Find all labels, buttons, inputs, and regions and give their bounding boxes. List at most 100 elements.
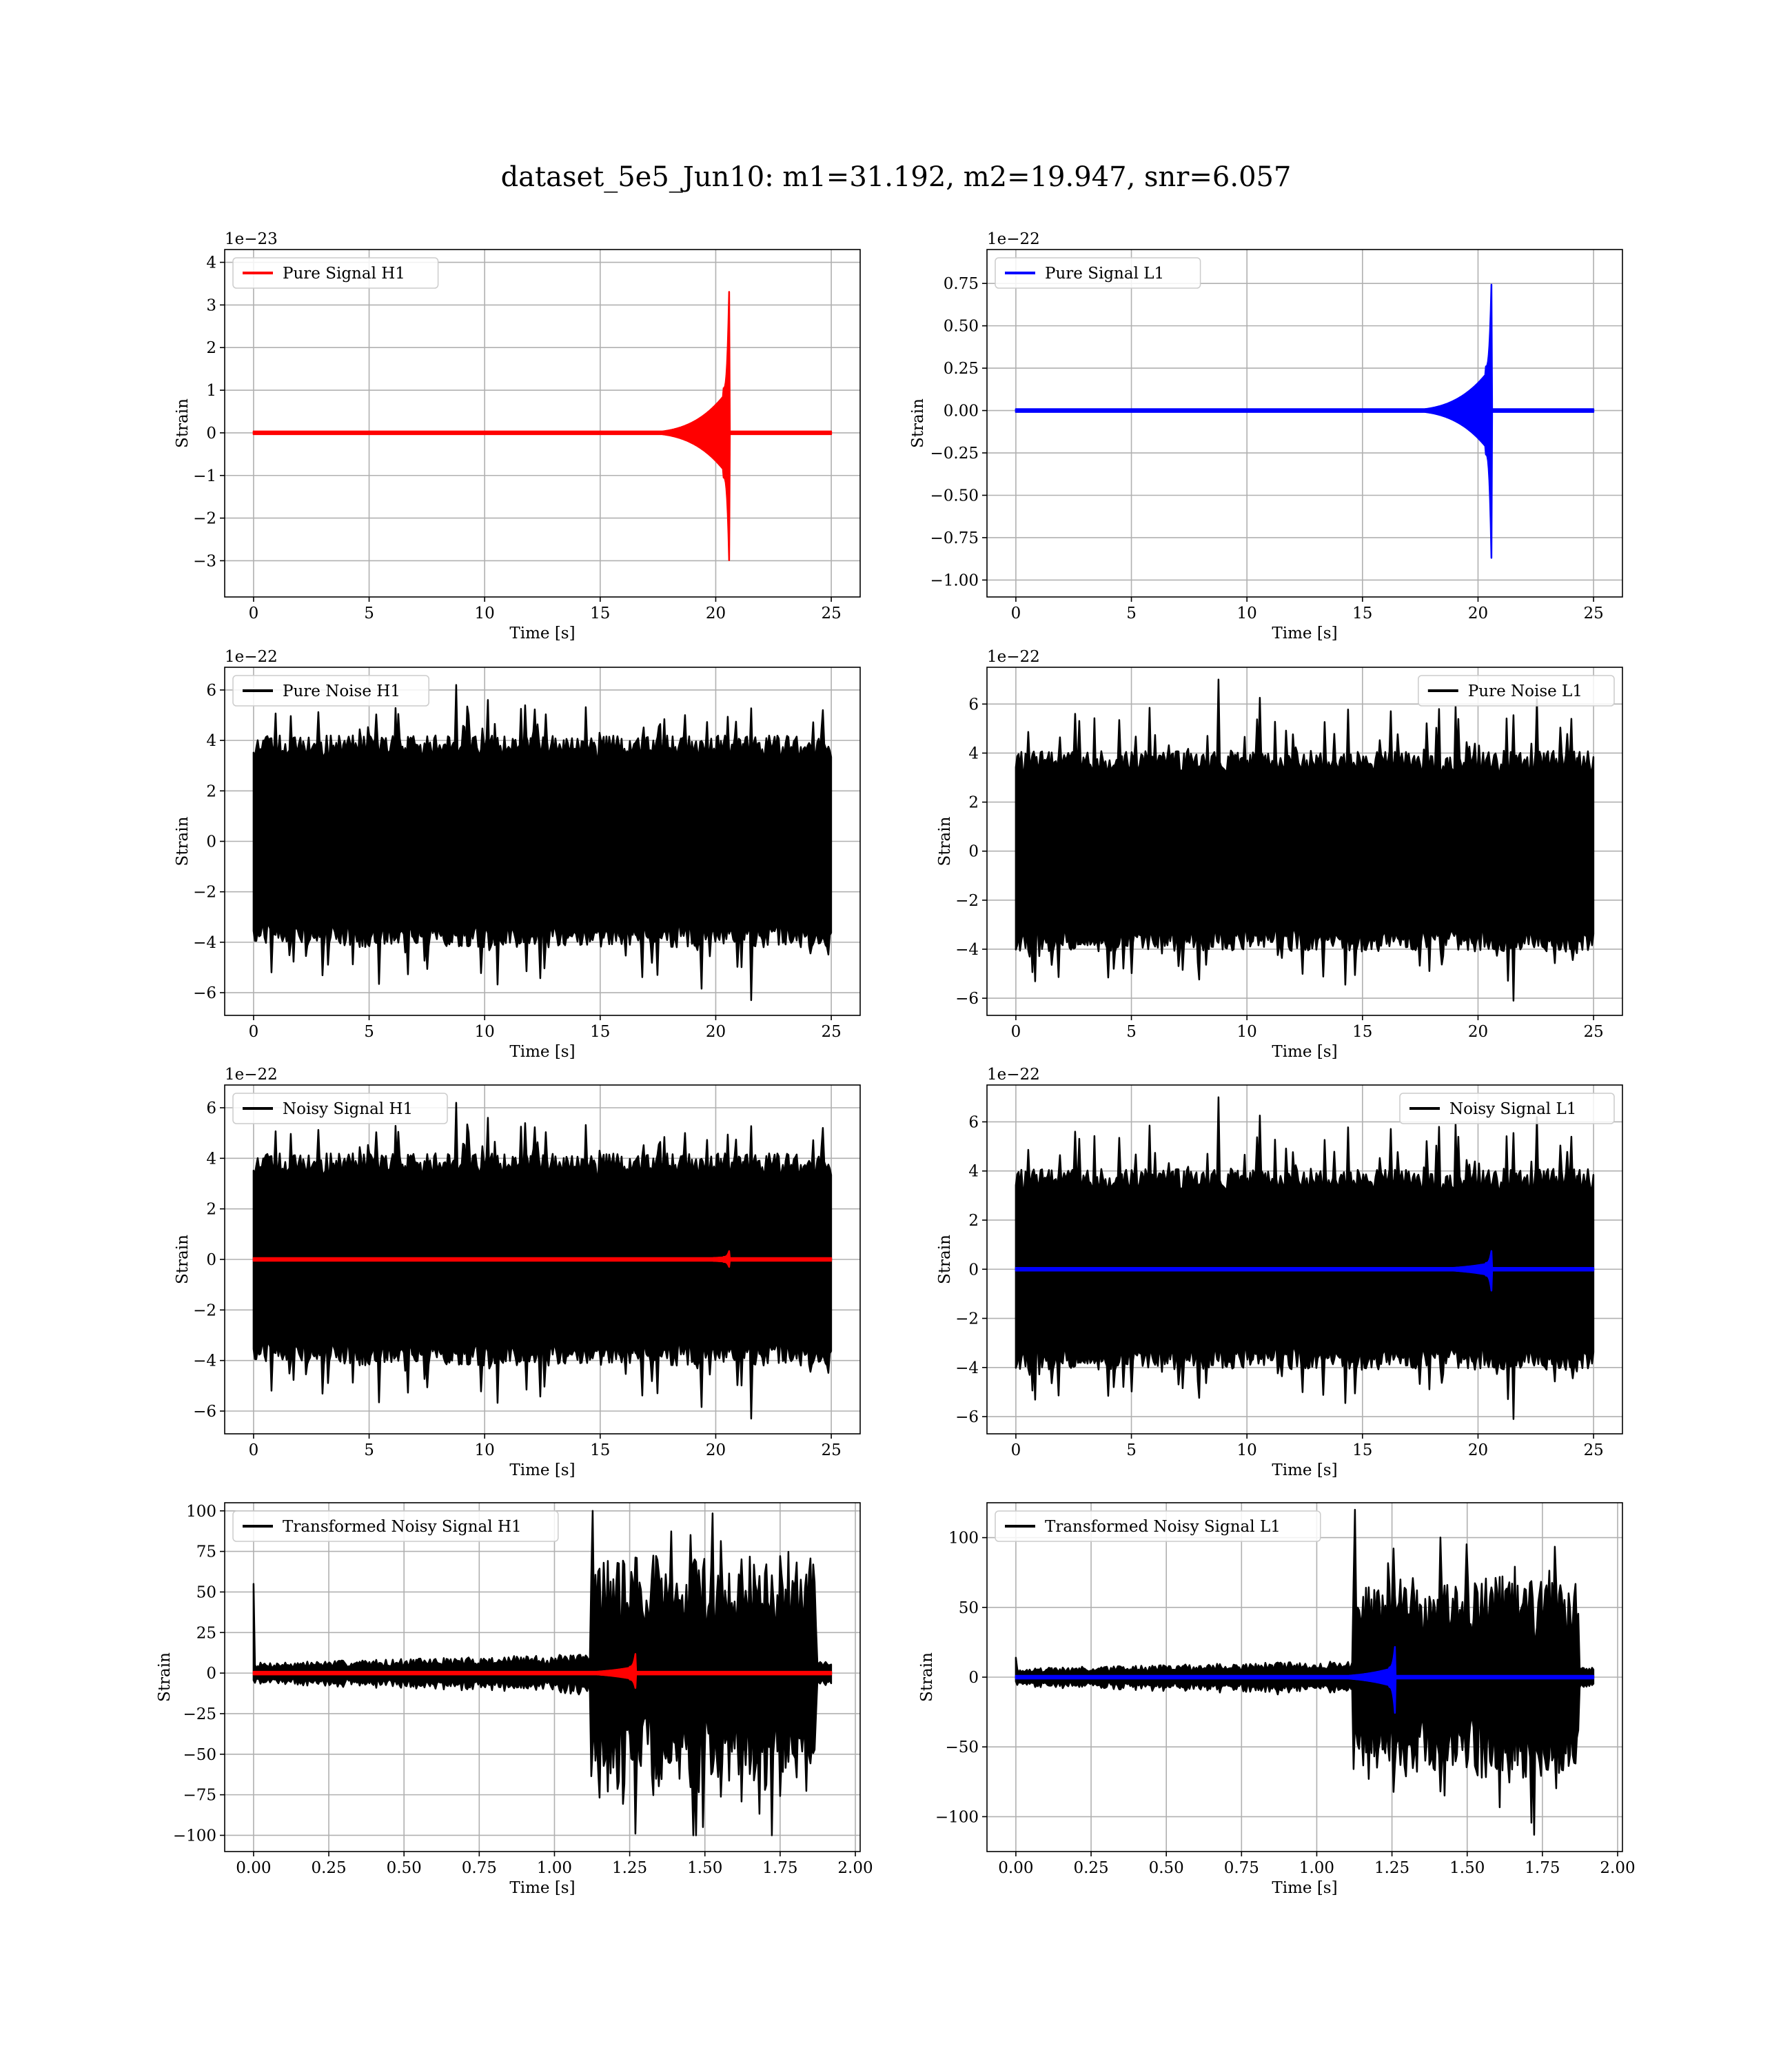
panel-noisy-signal-h1: 0 5 10 15 20 25 −6 −4 −2 0 2 4 6 Time [s] Strain 1e−22 N… xyxy=(174,1066,861,1479)
axes-frame xyxy=(986,1084,1623,1435)
x-tick-label: 10 xyxy=(1237,1441,1257,1459)
y-tick-label: 0 xyxy=(968,843,979,861)
x-tick-label: 20 xyxy=(1468,605,1488,622)
x-tick-label: 25 xyxy=(821,605,841,622)
y-tick-label: 1 xyxy=(206,382,216,400)
y-tick-label: −25 xyxy=(183,1705,216,1723)
axis-offset-text: 1e−22 xyxy=(225,648,278,666)
y-tick-label: 0 xyxy=(968,1261,979,1279)
y-tick-label: −100 xyxy=(173,1827,216,1845)
y-tick-label: 0 xyxy=(968,1669,979,1687)
y-tick-label: 2 xyxy=(206,782,216,800)
y-tick-label: 0 xyxy=(206,1251,216,1269)
y-tick-label: 0 xyxy=(206,425,216,443)
x-tick-label: 15 xyxy=(590,605,610,622)
y-axis-label: Strain xyxy=(918,1652,936,1702)
y-tick-label: 6 xyxy=(968,696,979,713)
y-axis-label: Strain xyxy=(174,816,192,866)
x-tick-label: 0.50 xyxy=(387,1859,422,1877)
axes-frame xyxy=(986,249,1623,598)
x-axis-label: Time [s] xyxy=(1272,1461,1337,1479)
x-tick-label: 0 xyxy=(1011,605,1021,622)
x-tick-label: 20 xyxy=(1468,1441,1488,1459)
legend: Pure Signal H1 xyxy=(232,257,439,289)
plot-area xyxy=(252,1102,833,1420)
x-tick-label: 0.75 xyxy=(1224,1859,1259,1877)
y-tick-label: 6 xyxy=(968,1113,979,1131)
x-tick-label: 15 xyxy=(590,1441,610,1459)
legend-box xyxy=(1399,1093,1615,1124)
plot-area xyxy=(252,291,833,562)
x-tick-label: 1.50 xyxy=(1449,1859,1485,1877)
y-tick-label: 6 xyxy=(206,1099,216,1117)
legend-label: Transformed Noisy Signal H1 xyxy=(283,1518,522,1536)
x-tick-label: 5 xyxy=(1126,1023,1137,1041)
y-tick-label: 4 xyxy=(206,732,216,750)
legend: Noisy Signal H1 xyxy=(232,1093,448,1124)
y-tick-label: 2 xyxy=(968,1212,979,1230)
legend: Transformed Noisy Signal H1 xyxy=(232,1510,559,1542)
legend-box xyxy=(232,1510,559,1542)
x-tick-label: 1.25 xyxy=(1374,1859,1409,1877)
x-tick-label: 0.00 xyxy=(998,1859,1033,1877)
axis-offset-text: 1e−22 xyxy=(987,230,1040,248)
x-tick-label: 15 xyxy=(1352,1023,1372,1041)
y-tick-label: −100 xyxy=(935,1808,979,1826)
y-tick-label: 0.00 xyxy=(944,403,979,420)
y-tick-label: 50 xyxy=(196,1583,216,1601)
y-tick-label: 0 xyxy=(206,833,216,851)
y-tick-label: −2 xyxy=(193,510,216,528)
x-tick-label: 0.25 xyxy=(311,1859,346,1877)
x-tick-label: 0 xyxy=(249,1023,259,1041)
y-tick-label: 4 xyxy=(206,254,216,272)
y-tick-label: −6 xyxy=(193,984,216,1002)
x-tick-label: 1.25 xyxy=(612,1859,647,1877)
x-tick-label: 5 xyxy=(364,1441,374,1459)
x-tick-label: 2.00 xyxy=(1600,1859,1635,1877)
plot-area xyxy=(252,684,833,1002)
y-tick-label: 25 xyxy=(196,1624,216,1642)
plot-area xyxy=(1015,1096,1595,1420)
x-tick-label: 0 xyxy=(249,1441,259,1459)
legend: Pure Noise H1 xyxy=(232,675,429,707)
y-tick-label: −2 xyxy=(955,892,979,910)
y-tick-label: −3 xyxy=(193,552,216,570)
y-tick-label: 2 xyxy=(206,339,216,357)
axis-offset-text: 1e−23 xyxy=(225,230,278,248)
y-tick-label: −50 xyxy=(183,1746,216,1764)
plot-area xyxy=(1015,1508,1595,1836)
x-tick-label: 0.25 xyxy=(1073,1859,1108,1877)
y-tick-label: 4 xyxy=(968,1163,979,1181)
figure-title: dataset_5e5_Jun10: m1=31.192, m2=19.947,… xyxy=(501,161,1292,193)
legend: Noisy Signal L1 xyxy=(1399,1093,1615,1124)
x-tick-label: 1.75 xyxy=(762,1859,797,1877)
y-tick-label: 50 xyxy=(959,1599,979,1617)
axes-frame xyxy=(224,249,861,598)
y-tick-label: 2 xyxy=(968,794,979,812)
x-axis-label: Time [s] xyxy=(509,1461,575,1479)
legend: Pure Noise L1 xyxy=(1418,675,1615,707)
panel-pure-noise-l1: 0 5 10 15 20 25 −6 −4 −2 0 2 4 6 Time [s] Strain 1e−22 P… xyxy=(936,648,1623,1061)
x-tick-label: 25 xyxy=(1583,1023,1603,1041)
series-noise xyxy=(1015,678,1595,1002)
x-tick-label: 5 xyxy=(364,1023,374,1041)
x-tick-label: 25 xyxy=(821,1441,841,1459)
y-tick-label: 100 xyxy=(186,1503,216,1521)
legend-box xyxy=(232,257,439,289)
y-axis-label: Strain xyxy=(174,398,192,448)
y-tick-label: 0.50 xyxy=(944,318,979,336)
y-axis-label: Strain xyxy=(174,1235,192,1284)
x-tick-label: 1.00 xyxy=(1299,1859,1334,1877)
panel-pure-signal-l1: 0 5 10 15 20 25 −1.00 −0.75 −0.50 −0.25 0.00 0.25 0.… xyxy=(909,230,1623,642)
y-tick-label: 75 xyxy=(196,1543,216,1561)
legend-label: Noisy Signal L1 xyxy=(1449,1100,1576,1118)
legend: Transformed Noisy Signal L1 xyxy=(995,1510,1321,1542)
x-tick-label: 10 xyxy=(1237,605,1257,622)
y-tick-label: −0.25 xyxy=(930,445,979,463)
y-tick-label: −0.75 xyxy=(930,529,979,547)
series-noise xyxy=(1015,1096,1595,1420)
legend: Pure Signal L1 xyxy=(995,257,1201,289)
x-tick-label: 20 xyxy=(1468,1023,1488,1041)
y-tick-label: −75 xyxy=(183,1787,216,1805)
axis-offset-text: 1e−22 xyxy=(225,1066,278,1084)
